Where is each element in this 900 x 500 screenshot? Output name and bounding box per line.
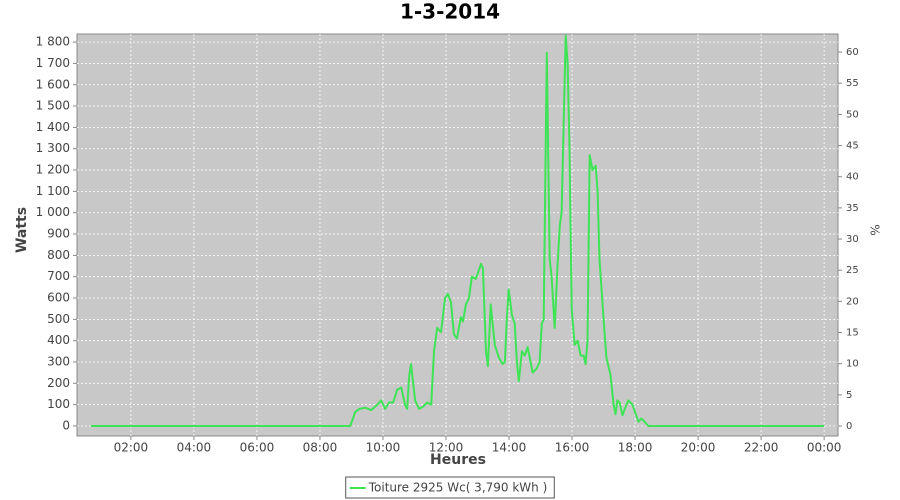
y-tick-label: 1 700	[36, 56, 70, 70]
x-tick-label: 14:00	[492, 441, 527, 455]
y-tick-label: 900	[47, 227, 70, 241]
y2-tick-label: 20	[846, 296, 859, 307]
y2-tick-label: 15	[846, 328, 859, 339]
x-tick-label: 04:00	[177, 441, 212, 455]
y2-tick-label: 0	[846, 421, 852, 432]
x-tick-label: 16:00	[555, 441, 590, 455]
plot-area	[76, 33, 839, 437]
y2-tick-label: 50	[846, 109, 859, 120]
y-tick-label: 300	[47, 354, 70, 368]
y-tick-label: 400	[47, 333, 70, 347]
x-tick-label: 06:00	[240, 441, 275, 455]
y2-tick-label: 60	[846, 47, 859, 58]
y2-tick-label: 30	[846, 234, 859, 245]
x-tick-label: 22:00	[744, 441, 779, 455]
y2-tick-label: 10	[846, 359, 859, 370]
y2-tick-label: 40	[846, 172, 859, 183]
y-tick-label: 1 800	[36, 35, 70, 49]
data-line	[90, 34, 825, 427]
y-tick-label: 500	[47, 312, 70, 326]
y2-tick-label: 45	[846, 141, 859, 152]
x-tick-label: 12:00	[429, 441, 464, 455]
x-tick-label: 02:00	[114, 441, 149, 455]
x-tick-label: 18:00	[618, 441, 653, 455]
x-tick-label: 10:00	[366, 441, 401, 455]
y-tick-label: 700	[47, 269, 70, 283]
y-tick-label: 1 400	[36, 120, 70, 134]
x-axis-label: Heures	[430, 452, 486, 468]
y-tick-label: 1 000	[36, 205, 70, 219]
y-tick-label: 200	[47, 376, 70, 390]
y2-tick-label: 35	[846, 203, 859, 214]
y-axis-label: Watts	[14, 207, 30, 253]
x-tick-label: 00:00	[807, 441, 842, 455]
y-tick-label: 600	[47, 291, 70, 305]
y-tick-label: 1 500	[36, 99, 70, 113]
x-tick-label: 08:00	[303, 441, 338, 455]
y-tick-label: 1 600	[36, 77, 70, 91]
y2-tick-label: 25	[846, 265, 859, 276]
legend-label: Toiture 2925 Wc( 3,790 kWh )	[368, 481, 548, 495]
legend-box	[345, 476, 555, 499]
legend: Toiture 2925 Wc( 3,790 kWh )	[345, 476, 555, 499]
y-tick-label: 1 300	[36, 141, 70, 155]
y-tick-label: 1 200	[36, 163, 70, 177]
chart-title: 1-3-2014	[400, 0, 500, 24]
y-tick-label: 0	[62, 418, 70, 432]
y2-axis-label: %	[868, 224, 882, 235]
y2-tick-label: 5	[846, 390, 852, 401]
y-tick-label: 800	[47, 248, 70, 262]
y2-tick-label: 55	[846, 78, 859, 89]
x-tick-label: 20:00	[681, 441, 716, 455]
y-tick-label: 1 100	[36, 184, 70, 198]
y-tick-label: 100	[47, 397, 70, 411]
